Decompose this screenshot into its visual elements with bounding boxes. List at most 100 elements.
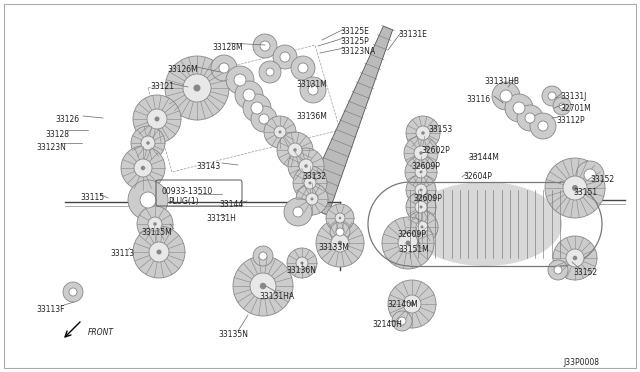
Circle shape [584,169,596,181]
Circle shape [336,228,344,236]
Text: 33115M: 33115M [141,228,172,237]
Circle shape [553,97,571,115]
Circle shape [243,89,255,101]
Circle shape [250,273,276,299]
Circle shape [253,246,273,266]
Circle shape [419,151,423,155]
Circle shape [530,113,556,139]
Text: 33123N: 33123N [36,143,66,152]
Text: 33135N: 33135N [218,330,248,339]
Circle shape [573,256,577,260]
Circle shape [406,192,436,222]
Text: 33126M: 33126M [167,65,198,74]
Text: 32604P: 32604P [463,172,492,181]
Circle shape [193,84,200,92]
Text: 33132: 33132 [302,172,326,181]
Text: 33131HB: 33131HB [484,77,519,86]
Text: 33131HA: 33131HA [259,292,294,301]
Circle shape [260,41,270,51]
Text: 33144: 33144 [219,200,243,209]
Circle shape [288,148,324,184]
Text: 33116: 33116 [466,95,490,104]
Circle shape [234,74,246,86]
Circle shape [148,217,162,231]
Circle shape [133,226,185,278]
Circle shape [331,234,349,252]
Circle shape [406,116,440,150]
Circle shape [525,113,535,123]
Text: 33144M: 33144M [468,153,499,162]
Text: 32609P: 32609P [411,162,440,171]
Text: 33151M: 33151M [398,245,429,254]
Text: 33136N: 33136N [286,266,316,275]
Circle shape [326,204,354,232]
Circle shape [545,158,605,218]
Circle shape [287,248,317,278]
Circle shape [219,63,229,73]
Text: 33152: 33152 [573,268,597,277]
Circle shape [128,180,168,220]
Circle shape [410,302,414,306]
Text: 32701M: 32701M [560,104,591,113]
Circle shape [405,156,437,188]
Circle shape [492,82,520,110]
Circle shape [335,213,345,223]
Circle shape [259,114,269,124]
Circle shape [264,116,296,148]
Circle shape [398,233,418,253]
Circle shape [308,182,312,185]
Ellipse shape [408,182,562,266]
Text: 33136M: 33136M [296,112,327,121]
Text: J33P0008: J33P0008 [563,358,599,367]
Circle shape [548,92,556,100]
Circle shape [517,105,543,131]
Text: FRONT: FRONT [88,328,114,337]
Circle shape [576,161,604,189]
Text: 33131J: 33131J [560,92,586,101]
Text: 33131E: 33131E [398,30,427,39]
Circle shape [296,257,308,269]
Circle shape [293,207,303,217]
Circle shape [266,68,274,76]
Circle shape [548,260,568,280]
Circle shape [398,317,406,325]
Text: 32609P: 32609P [397,230,426,239]
Circle shape [566,249,584,267]
Circle shape [243,94,271,122]
Circle shape [419,189,422,192]
Circle shape [251,102,263,114]
Circle shape [259,252,267,260]
Circle shape [308,85,318,95]
Circle shape [563,176,587,200]
Circle shape [572,185,578,191]
Circle shape [500,90,512,102]
Circle shape [147,109,167,129]
Circle shape [211,55,237,81]
Circle shape [137,206,173,242]
Circle shape [165,56,229,120]
Text: 33125E: 33125E [340,27,369,36]
Circle shape [251,106,277,132]
Circle shape [415,184,427,196]
Circle shape [538,121,548,131]
Circle shape [419,205,422,208]
Circle shape [406,211,438,243]
Polygon shape [302,26,393,215]
Circle shape [420,225,424,228]
Circle shape [415,201,427,213]
Circle shape [415,166,427,178]
Circle shape [299,159,313,173]
Text: 33115: 33115 [80,193,104,202]
Circle shape [157,250,161,254]
Circle shape [306,193,318,205]
Text: 33131H: 33131H [206,214,236,223]
Circle shape [260,283,266,289]
Circle shape [505,94,533,122]
Text: 32602P: 32602P [421,146,450,155]
Circle shape [421,131,425,135]
Circle shape [280,52,290,62]
Circle shape [392,311,412,331]
Text: PLUG(1): PLUG(1) [168,197,198,206]
Circle shape [259,61,281,83]
Text: 32609P: 32609P [413,194,442,203]
